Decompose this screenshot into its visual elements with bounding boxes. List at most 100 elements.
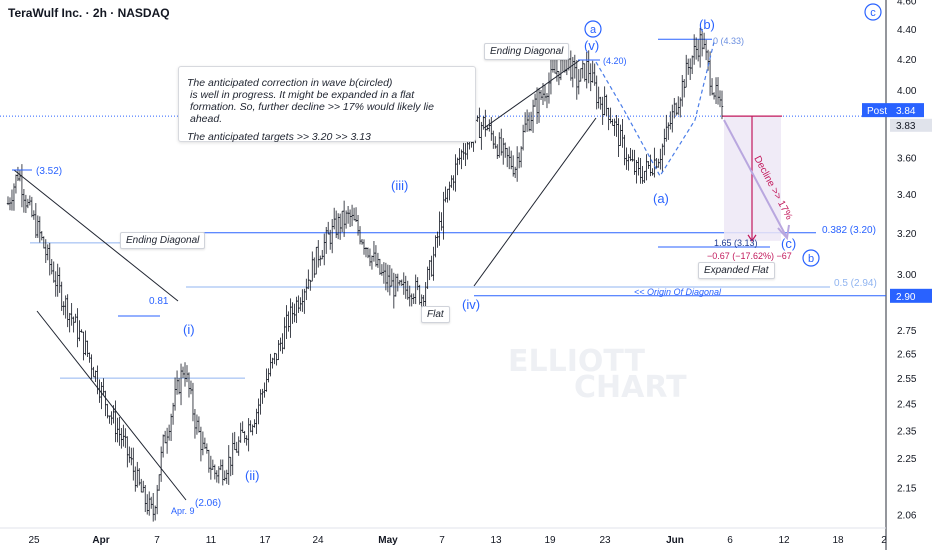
- ohlc-bar: [122, 424, 125, 447]
- ohlc-bar: [388, 265, 392, 296]
- ohlc-bar: [462, 142, 465, 160]
- wave-label-b: (b): [699, 17, 715, 32]
- ohlc-bar: [169, 413, 173, 441]
- ohlc-bar: [146, 494, 149, 515]
- ohlc-bar: [74, 313, 77, 323]
- post-price-tag-value: 3.84: [896, 106, 916, 117]
- ohlc-bar: [492, 130, 495, 149]
- ohlc-bar: [235, 441, 238, 453]
- ohlc-bar: [229, 456, 232, 477]
- wave-label-i: (i): [183, 322, 195, 337]
- wave-label-ii: (ii): [245, 468, 259, 483]
- ohlc-bar: [269, 353, 272, 377]
- decline-arrow-head: [747, 234, 757, 242]
- ohlc-bar: [543, 84, 547, 102]
- ohlc-bar: [456, 157, 459, 176]
- wave-label-circled-b-circle: [802, 249, 820, 267]
- swing-label-apr9: Apr. 9: [171, 506, 195, 516]
- origin-price-tag-bg: [890, 288, 932, 303]
- ohlc-bar: [185, 365, 189, 383]
- wave-label-c: (c): [781, 236, 796, 251]
- ohlc-bar: [448, 181, 451, 201]
- ohlc-bar: [500, 128, 503, 156]
- ohlc-bar: [338, 213, 342, 240]
- ohlc-bar: [317, 240, 320, 268]
- ohlc-bar: [418, 284, 421, 305]
- ohlc-bar: [209, 455, 213, 480]
- ohlc-bar: [593, 63, 596, 86]
- ohlc-bar: [336, 213, 340, 240]
- ohlc-bar: [551, 59, 555, 73]
- ohlc-bar: [215, 470, 219, 483]
- ohlc-bar: [26, 198, 30, 209]
- ohlc-bar: [669, 111, 672, 130]
- ohlc-bar: [591, 60, 594, 83]
- ohlc-bar: [549, 58, 553, 95]
- ohlc-bar: [118, 416, 121, 446]
- ohlc-bar: [307, 269, 310, 290]
- time-tick-label: 24: [312, 535, 324, 546]
- price-tick-label: 4.40: [897, 25, 917, 36]
- ohlc-bar: [521, 124, 525, 151]
- ohlc-bar: [265, 368, 268, 392]
- ohlc-bar: [625, 147, 628, 170]
- ohlc-bar: [319, 255, 322, 266]
- ohlc-bar: [515, 146, 519, 182]
- ohlc-bar: [62, 301, 65, 316]
- ohlc-bar: [629, 147, 632, 162]
- ohlc-bar: [267, 368, 270, 383]
- ohlc-bar: [573, 54, 577, 79]
- wave-label-circled-c: c: [870, 7, 876, 19]
- watermark-elliott: ELLIOTT: [508, 344, 646, 379]
- time-tick-label: May: [378, 535, 398, 546]
- watermark-chart: CHART: [574, 370, 687, 405]
- ohlc-bar: [410, 293, 413, 307]
- ohlc-bar: [68, 312, 71, 333]
- diagonal-lower-left: [36, 310, 187, 501]
- ohlc-bar: [428, 260, 431, 281]
- ohlc-bar: [706, 49, 710, 71]
- callout-ending-diagonal-top: Ending Diagonal: [484, 43, 570, 60]
- origin-price-tag-value: 2.90: [896, 292, 916, 303]
- ohlc-bar: [416, 277, 419, 291]
- ohlc-bar: [635, 160, 638, 184]
- ohlc-bar: [716, 77, 720, 105]
- ohlc-bar: [159, 446, 163, 482]
- ohlc-bar: [142, 480, 145, 493]
- ohlc-bar: [446, 188, 449, 203]
- ohlc-bar: [78, 320, 81, 342]
- time-tick-label: 11: [206, 535, 217, 546]
- diagonal-upper-left: [13, 169, 179, 302]
- ohlc-bar: [683, 79, 686, 98]
- ohlc-bar: [237, 436, 240, 456]
- ohlc-bar: [647, 160, 650, 169]
- ohlc-bar: [108, 415, 111, 424]
- ohlc-bar: [529, 111, 533, 132]
- ohlc-bar: [144, 485, 147, 513]
- post-price-tag-label: Post: [867, 106, 887, 117]
- ohlc-bar: [484, 109, 487, 137]
- ohlc-bar: [643, 170, 646, 184]
- ohlc-bar: [321, 249, 324, 260]
- ohlc-bar: [645, 154, 648, 181]
- price-tick-label: 4.60: [897, 0, 917, 8]
- ohlc-bar: [114, 400, 117, 443]
- ohlc-bar: [205, 443, 209, 454]
- ohlc-bar: [189, 380, 193, 395]
- ohlc-bar: [187, 372, 191, 398]
- swing-label-206: (2.06): [195, 498, 221, 509]
- ohlc-bar: [149, 496, 153, 509]
- ohlc-bar: [22, 188, 26, 213]
- time-tick-label: 19: [544, 535, 556, 546]
- ohlc-bar: [124, 428, 127, 448]
- ohlc-bar: [498, 132, 501, 158]
- ohlc-bar: [517, 152, 521, 169]
- ohlc-bar: [84, 330, 87, 356]
- ohlc-bar: [545, 93, 549, 109]
- time-tick-label: Apr: [92, 535, 109, 546]
- ohlc-bar: [130, 447, 133, 466]
- ohlc-bar: [40, 231, 44, 241]
- ohlc-bar: [8, 197, 12, 211]
- price-tick-label: 4.20: [897, 55, 917, 66]
